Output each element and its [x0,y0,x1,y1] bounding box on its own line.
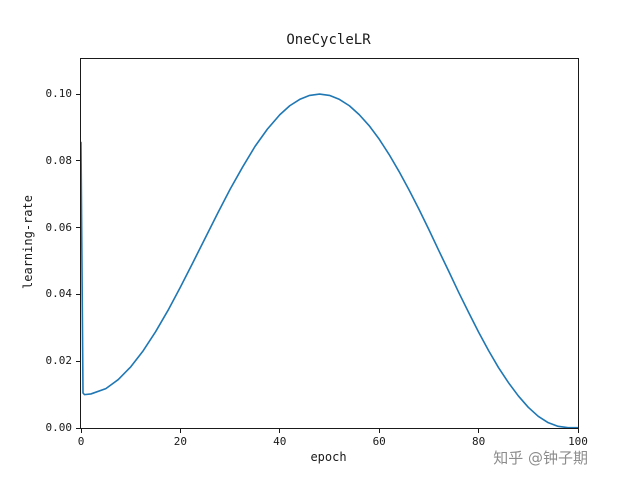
x-tick-mark [478,429,480,433]
y-tick-label: 0.08 [45,153,73,167]
x-tick-label: 0 [77,435,85,448]
y-tick-label: 0.00 [45,421,73,434]
lr-curve [81,93,578,428]
y-tick-label: 0.04 [45,287,73,301]
y-tick-mark [76,427,80,429]
chart-title: OneCycleLR [286,32,371,48]
y-axis-label: learning-rate [21,195,35,289]
plot-area [80,58,579,429]
x-tick-mark [378,429,380,433]
x-axis-label: epoch [310,450,347,464]
x-tick-label: 80 [471,435,486,448]
y-tick-mark [76,360,80,362]
y-tick-mark [76,227,80,229]
x-tick-label: 100 [568,435,588,448]
x-tick-mark [577,429,579,433]
x-tick-mark [80,429,82,433]
y-tick-mark [76,93,80,95]
x-tick-mark [179,429,181,433]
plot-canvas [81,93,578,428]
y-tick-label: 0.10 [45,87,73,101]
x-tick-mark [279,429,281,433]
y-tick-mark [76,160,80,162]
y-tick-mark [76,293,80,295]
x-tick-label: 60 [372,435,386,448]
x-tick-label: 20 [173,435,188,448]
y-tick-label: 0.06 [45,220,73,234]
y-tick-label: 0.02 [45,354,73,368]
x-tick-label: 40 [273,435,287,448]
watermark: 知乎 @钟子期 [493,449,588,467]
